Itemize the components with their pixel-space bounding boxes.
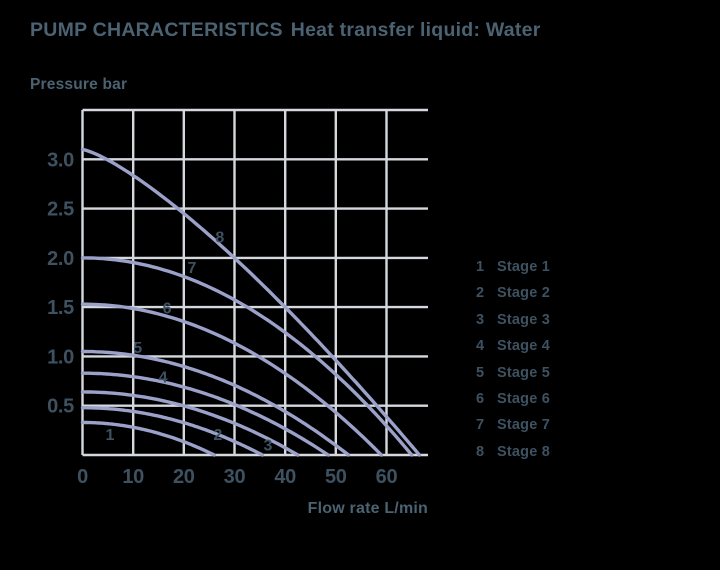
- legend-item-stage-1: 1 Stage 1: [473, 259, 550, 275]
- legend-stage-number: 3: [475, 311, 485, 328]
- legend-stage-label: Stage 6: [497, 390, 550, 407]
- legend-stage-label: Stage 5: [497, 364, 550, 381]
- curve-label-stage-6: 6: [163, 301, 172, 318]
- x-tick-label: 20: [173, 466, 195, 488]
- pump-curve-stage-3: [80, 390, 300, 457]
- legend-stage-number: 8: [475, 443, 485, 460]
- pump-curve-stage-4: [80, 371, 330, 457]
- y-tick-label: 2.5: [47, 199, 74, 221]
- page-title-main: PUMP CHARACTERISTICS: [30, 19, 283, 41]
- pump-curve-stage-2: [80, 406, 265, 457]
- legend-stage-number: 1: [475, 259, 485, 275]
- page-title-subtitle: Heat transfer liquid: Water: [290, 19, 541, 41]
- legend-stage-number: 6: [475, 390, 485, 407]
- legend: 1 Stage 1 2 Stage 2 3 Stage 3 4 Stage 4 5 Stage 5…: [473, 260, 550, 459]
- curve-label-stage-7: 7: [187, 260, 196, 277]
- curve-label-stage-1: 1: [105, 427, 114, 444]
- y-axis-title: Pressure bar: [30, 76, 128, 93]
- curve-label-stage-2: 2: [213, 427, 222, 444]
- legend-item-stage-6: 6 Stage 6: [473, 390, 550, 407]
- legend-stage-number: 5: [475, 364, 485, 381]
- y-tick-label: 2.0: [47, 248, 74, 270]
- legend-stage-label: Stage 8: [497, 443, 550, 460]
- pump-curve-stage-8: [80, 147, 422, 457]
- x-tick-label: 30: [224, 466, 246, 488]
- y-tick-label: 1.0: [47, 346, 74, 368]
- pump-curve-stage-5: [80, 349, 351, 457]
- pump-curve-stage-1: [80, 420, 216, 457]
- y-tick-label: 1.5: [47, 297, 74, 319]
- curve-label-stage-8: 8: [215, 230, 224, 247]
- legend-item-stage-2: 2 Stage 2: [473, 285, 550, 302]
- legend-stage-label: Stage 4: [497, 338, 550, 355]
- legend-stage-label: Stage 7: [497, 417, 550, 434]
- x-tick-label: 40: [274, 466, 296, 488]
- legend-item-stage-7: 7 Stage 7: [473, 417, 550, 434]
- legend-stage-number: 4: [475, 338, 485, 355]
- y-tick-label: 0.5: [47, 396, 74, 418]
- legend-stage-label: Stage 2: [497, 285, 550, 302]
- curve-label-stage-3: 3: [263, 438, 272, 455]
- x-tick-label: 60: [376, 466, 398, 488]
- legend-item-stage-4: 4 Stage 4: [473, 338, 550, 355]
- curve-label-stage-4: 4: [159, 370, 168, 387]
- legend-item-stage-8: 8 Stage 8: [473, 443, 550, 460]
- y-tick-label: 3.0: [47, 149, 74, 171]
- x-tick-label: 10: [122, 466, 144, 488]
- legend-item-stage-3: 3 Stage 3: [473, 311, 550, 328]
- x-tick-label: 50: [325, 466, 347, 488]
- legend-stage-number: 7: [475, 417, 485, 434]
- legend-item-stage-5: 5 Stage 5: [473, 364, 550, 381]
- curve-label-stage-5: 5: [133, 340, 142, 357]
- x-tick-label: 0: [77, 466, 88, 488]
- legend-stage-label: Stage 1: [497, 259, 550, 275]
- page-title: PUMP CHARACTERISTICS Heat transfer liquid…: [30, 19, 541, 42]
- legend-stage-number: 2: [475, 285, 485, 302]
- x-axis-title: Flow rate L/min: [307, 500, 428, 517]
- pump-curve-stage-6: [80, 302, 384, 457]
- legend-stage-label: Stage 3: [497, 311, 550, 328]
- pump-curve-stage-7: [80, 256, 414, 457]
